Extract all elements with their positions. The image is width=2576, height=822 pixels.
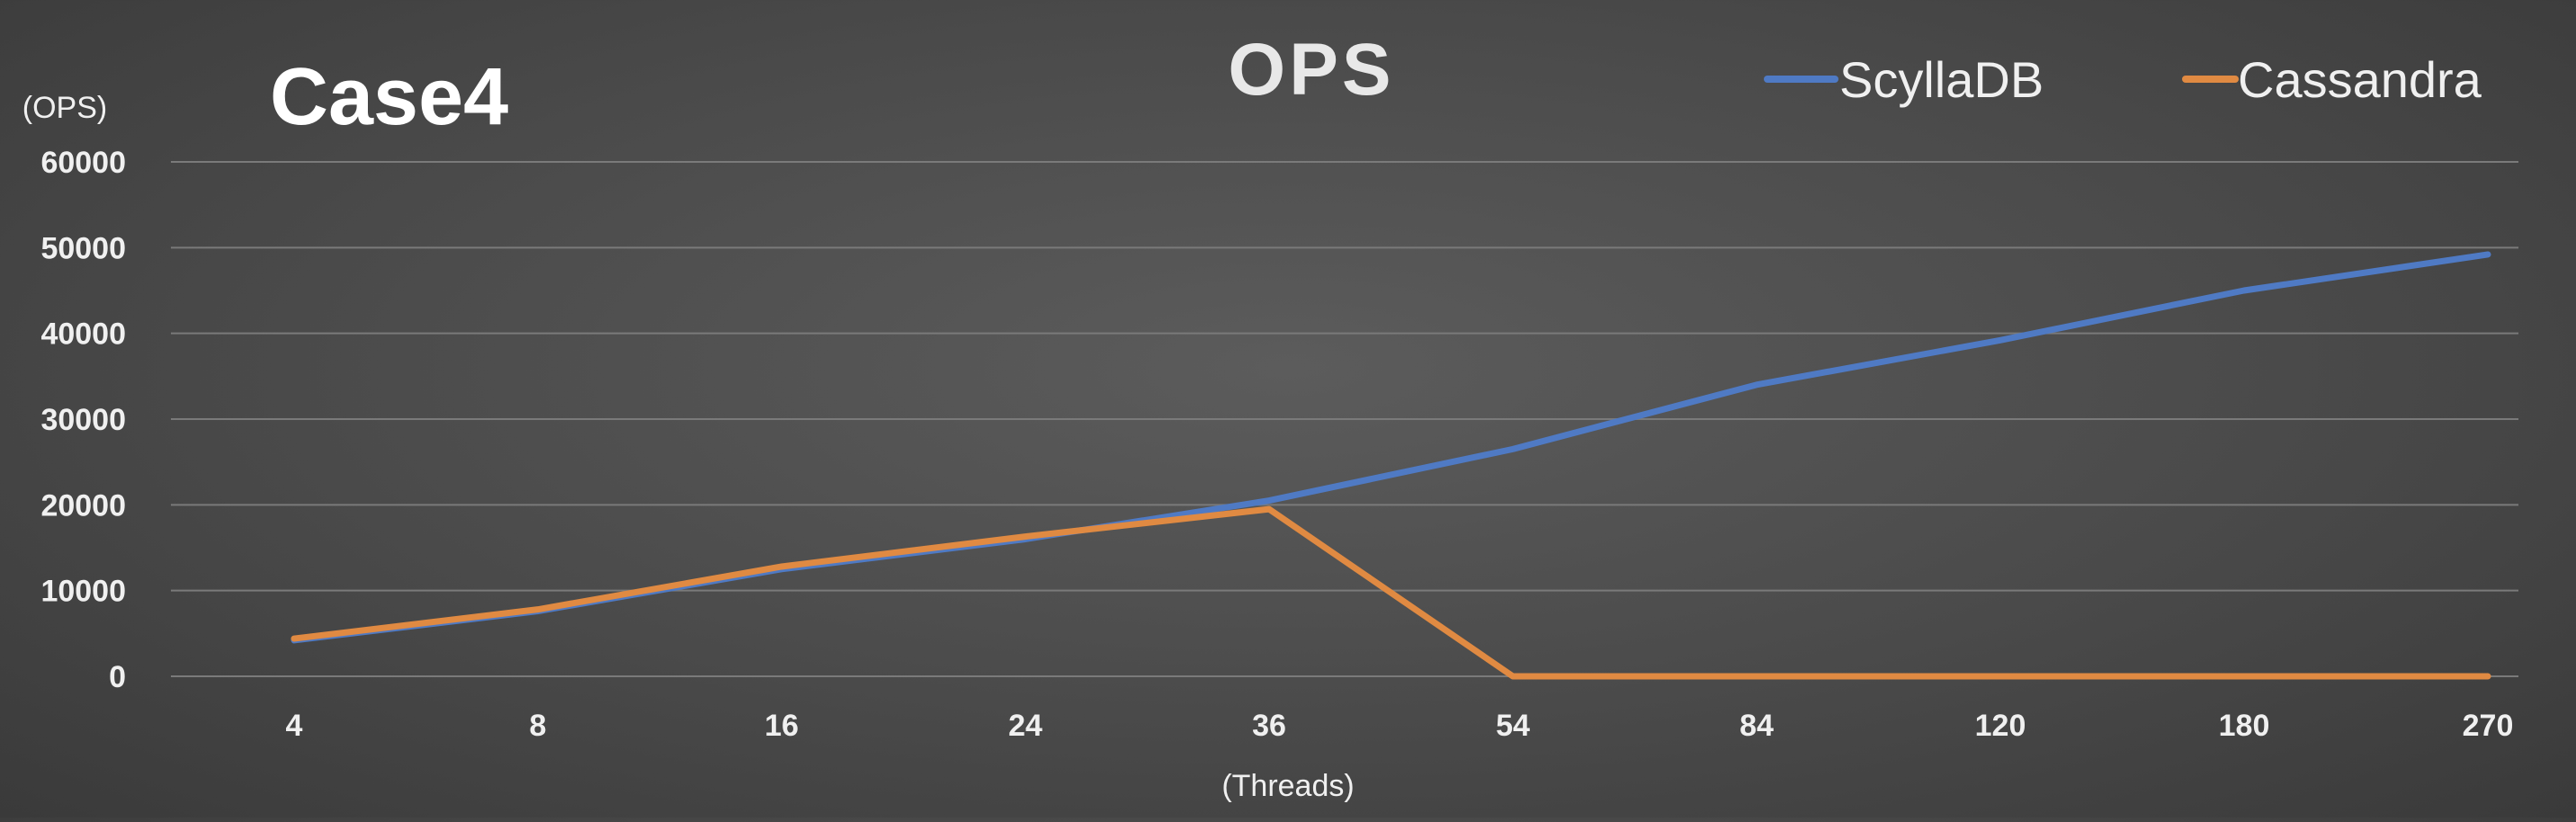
- x-tick-label: 4: [286, 709, 303, 743]
- y-tick-label: 60000: [40, 146, 126, 180]
- x-tick-labels: 4 8 16 24 36 54 84 120 180 270: [286, 709, 2514, 743]
- grid-layer: [171, 161, 2518, 677]
- series-layer: [291, 251, 2491, 680]
- y-tick-labels: 0 10000 20000 30000 40000 50000 60000: [40, 146, 126, 694]
- case-label: Case4: [270, 52, 508, 142]
- x-tick-label: 16: [765, 709, 799, 743]
- series-line-scylladb: [291, 251, 2491, 644]
- x-tick-label: 180: [2219, 709, 2270, 743]
- y-tick-label: 20000: [40, 488, 126, 523]
- y-axis-label: (OPS): [22, 91, 107, 125]
- x-tick-label: 24: [1008, 709, 1042, 743]
- y-tick-label: 0: [109, 660, 126, 694]
- y-tick-label: 40000: [40, 317, 126, 352]
- x-axis-label: (Threads): [1221, 769, 1354, 803]
- x-tick-label: 36: [1252, 709, 1286, 743]
- legend: ScyllaDB Cassandra: [1764, 51, 2482, 108]
- x-tick-label: 270: [2463, 709, 2514, 743]
- series-line-cassandra: [291, 505, 2491, 680]
- legend-label-scylladb: ScyllaDB: [1839, 51, 2044, 108]
- y-tick-label: 50000: [40, 231, 126, 265]
- y-tick-label: 30000: [40, 403, 126, 437]
- legend-label-cassandra: Cassandra: [2238, 51, 2482, 108]
- x-tick-label: 54: [1496, 709, 1530, 743]
- x-tick-label: 84: [1740, 709, 1774, 743]
- x-tick-label: 8: [530, 709, 547, 743]
- y-tick-label: 10000: [40, 575, 126, 609]
- chart-title: OPS: [1228, 29, 1394, 111]
- x-tick-label: 120: [1975, 709, 2026, 743]
